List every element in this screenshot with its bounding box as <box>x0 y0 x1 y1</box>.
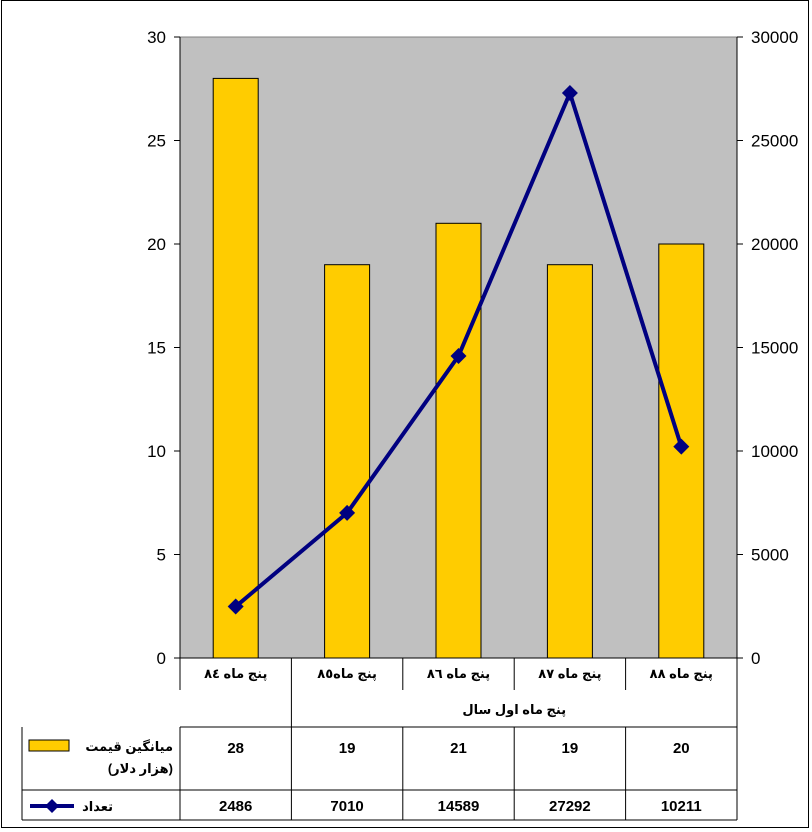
left-tick-label: 5 <box>157 546 166 565</box>
x-tick-label: پنج ماه ٨٤ <box>204 666 267 681</box>
legend-label-count: تعداد <box>82 799 113 814</box>
right-tick-label: 5000 <box>751 546 789 565</box>
left-tick-label: 25 <box>147 132 166 151</box>
line-point-1 <box>227 598 244 615</box>
table-count-value: 14589 <box>438 798 480 815</box>
legend-key-price <box>28 739 70 752</box>
table-count-value: 27292 <box>549 798 591 815</box>
left-tick-label: 15 <box>147 339 166 358</box>
right-tick-label: 10000 <box>751 442 798 461</box>
legend-label-price-unit: (هزار دلار) <box>108 761 173 776</box>
legend-key-count-marker <box>45 799 59 813</box>
table-price-value: 19 <box>339 740 356 757</box>
category-group-label: پنج ماه اول سال <box>462 702 566 717</box>
table-price-value: 28 <box>227 740 244 757</box>
left-tick-label: 30 <box>147 28 166 47</box>
x-tick-label: پنج ماه٨٥ <box>317 666 377 681</box>
right-tick-label: 20000 <box>751 235 798 254</box>
x-tick-label: پنج ماه ٨٧ <box>538 666 601 681</box>
line-point-3 <box>450 348 467 365</box>
bar-2 <box>324 264 371 659</box>
table-price-value: 21 <box>450 740 467 757</box>
x-tick-label: پنج ماه ٨٨ <box>650 666 713 681</box>
bar-3 <box>435 222 482 659</box>
table-price-value: 19 <box>562 740 579 757</box>
table-count-value: 2486 <box>219 798 252 815</box>
legend-label-price: ميانگين قيمت <box>85 739 173 754</box>
table-price-value: 20 <box>673 740 690 757</box>
bar-1 <box>212 77 259 659</box>
left-tick-label: 10 <box>147 442 166 461</box>
right-tick-label: 0 <box>751 649 760 668</box>
line-point-5 <box>673 438 690 455</box>
table-count-value: 7010 <box>330 798 363 815</box>
line-point-2 <box>339 504 356 521</box>
x-tick-label: پنج ماه ٨٦ <box>427 666 490 681</box>
bar-4 <box>546 264 593 659</box>
left-tick-label: 0 <box>157 649 166 668</box>
right-tick-label: 15000 <box>751 339 798 358</box>
right-tick-label: 25000 <box>751 132 798 151</box>
line-point-4 <box>561 85 578 102</box>
right-tick-label: 30000 <box>751 28 798 47</box>
table-count-value: 10211 <box>661 798 702 815</box>
left-tick-label: 20 <box>147 235 166 254</box>
